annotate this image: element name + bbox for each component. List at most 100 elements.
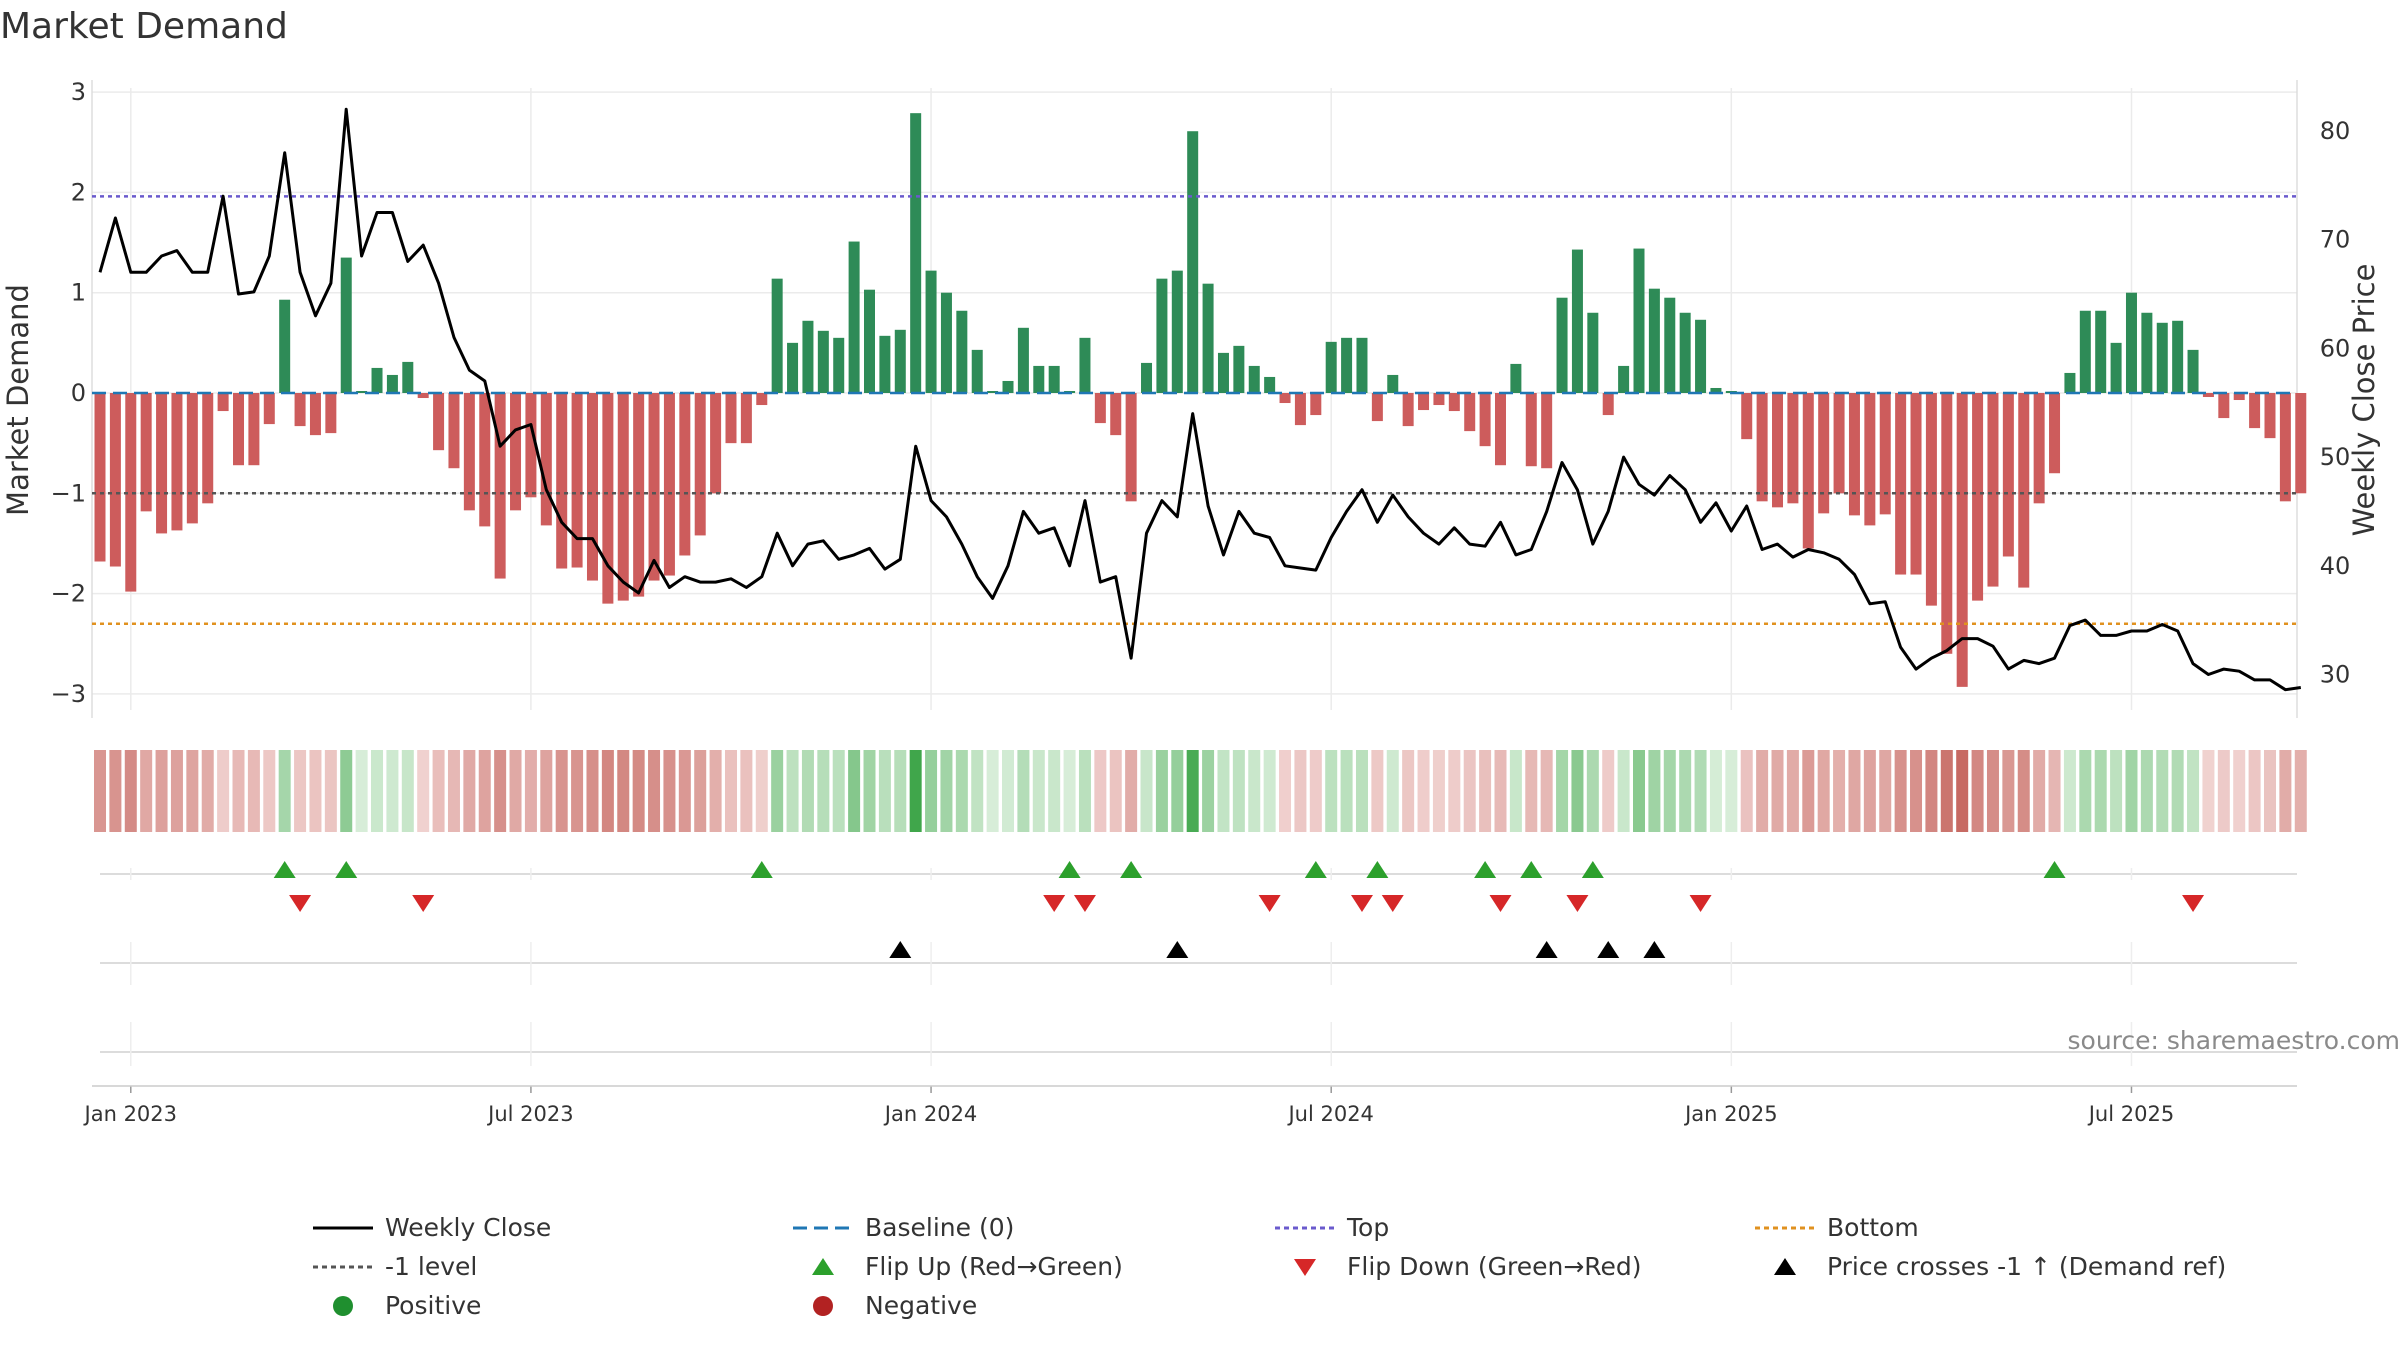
positive-bar: [817, 330, 829, 393]
positive-bar: [925, 270, 937, 393]
x-tick-label: Jan 2024: [883, 1102, 978, 1126]
negative-bar: [1972, 393, 1984, 601]
heat-cell: [247, 750, 260, 832]
negative-bar: [125, 393, 137, 592]
y2-axis-ticks: 80 70 60 50 40 30: [2320, 117, 2351, 689]
heat-cell: [1078, 750, 1091, 832]
heat-cell: [170, 750, 183, 832]
heat-cell: [1109, 750, 1122, 832]
heat-cell: [1355, 750, 1368, 832]
positive-bar: [1325, 341, 1337, 393]
heat-cell: [494, 750, 507, 832]
flip-down-marker: [1043, 895, 1066, 912]
flip-down-marker: [412, 895, 435, 912]
heat-cell: [2171, 750, 2184, 832]
heat-cell: [1094, 750, 1107, 832]
heat-cell: [2063, 750, 2076, 832]
heat-cell: [1786, 750, 1799, 832]
heat-cell: [478, 750, 491, 832]
y2-tick-label: 40: [2320, 552, 2351, 580]
heat-cell: [1617, 750, 1630, 832]
negative-bar: [1310, 393, 1322, 416]
legend-label: Positive: [385, 1291, 481, 1320]
heat-cell: [771, 750, 784, 832]
heat-cell: [863, 750, 876, 832]
flip-down-marker: [1566, 895, 1589, 912]
heat-cell: [2248, 750, 2261, 832]
heat-cell: [1155, 750, 1168, 832]
negative-bar: [1772, 393, 1784, 508]
legend-swatch: [1294, 1259, 1316, 1276]
negative-bar: [525, 393, 537, 498]
legend-item: Flip Down (Green→Red): [1294, 1252, 1642, 1281]
heat-cell: [709, 750, 722, 832]
heat-cell: [955, 750, 968, 832]
positive-bar: [1556, 297, 1568, 393]
heat-cell: [1048, 750, 1061, 832]
negative-bar: [186, 393, 198, 524]
heat-cell: [2294, 750, 2307, 832]
negative-bar: [2002, 393, 2014, 557]
y2-tick-label: 30: [2320, 661, 2351, 689]
negative-bar: [679, 393, 691, 556]
negative-bar: [740, 393, 752, 444]
heat-cell: [663, 750, 676, 832]
heat-cell: [1432, 750, 1445, 832]
positive-bar: [1033, 365, 1045, 393]
heat-cell: [1386, 750, 1399, 832]
legend-item: Negative: [813, 1291, 977, 1320]
heat-cell: [109, 750, 122, 832]
heat-cell: [2125, 750, 2138, 832]
positive-bar: [2156, 322, 2168, 393]
heat-cell: [1694, 750, 1707, 832]
heat-cell: [232, 750, 245, 832]
heat-cell: [740, 750, 753, 832]
positive-bar: [802, 320, 814, 393]
positive-bar: [1217, 352, 1229, 393]
flip-up-marker: [750, 861, 773, 878]
flip-up-marker: [1120, 861, 1143, 878]
legend-item: Positive: [333, 1291, 481, 1320]
negative-bar: [494, 393, 506, 579]
heat-cell: [1525, 750, 1538, 832]
x-tick-label: Jul 2023: [486, 1102, 573, 1126]
heat-cell: [1633, 750, 1645, 832]
positive-bar: [971, 349, 983, 393]
price-cross-marker: [1597, 941, 1620, 958]
heat-cell: [1571, 750, 1584, 832]
heat-cell: [1309, 750, 1322, 832]
flip-down-marker: [1350, 895, 1373, 912]
negative-bar: [1987, 393, 1999, 587]
negative-bar: [463, 393, 475, 511]
heat-cell: [817, 750, 830, 832]
negative-bar: [2202, 393, 2214, 398]
positive-bar: [1648, 288, 1660, 393]
x-tick-label: Jan 2023: [83, 1102, 178, 1126]
heat-cell: [925, 750, 938, 832]
positive-bar: [1156, 278, 1168, 393]
heat-cell: [2002, 750, 2015, 832]
negative-bar: [1848, 393, 1860, 516]
positive-bar: [371, 367, 383, 393]
negative-bar: [309, 393, 321, 436]
negative-bar: [1371, 393, 1383, 422]
legend-item: Bottom: [1755, 1213, 1919, 1242]
x-tick-label: Jan 2025: [1683, 1102, 1778, 1126]
negative-bar: [2279, 393, 2291, 502]
price-cross-marker: [1166, 941, 1189, 958]
heat-cell: [1802, 750, 1815, 832]
legend-label: Baseline (0): [865, 1213, 1014, 1242]
negative-bar: [479, 393, 491, 527]
negative-bar: [2033, 393, 2045, 504]
positive-bar: [1710, 387, 1722, 393]
positive-bar: [340, 257, 352, 393]
y2-tick-label: 70: [2320, 226, 2351, 254]
negative-bar: [1464, 393, 1476, 432]
positive-bar: [833, 337, 845, 393]
weekly-close-series: [98, 107, 2302, 692]
negative-bar: [1787, 393, 1799, 504]
y-tick-label: −2: [51, 580, 86, 608]
flip-up-marker: [1474, 861, 1497, 878]
positive-bar: [864, 289, 875, 393]
negative-bar: [648, 393, 660, 581]
